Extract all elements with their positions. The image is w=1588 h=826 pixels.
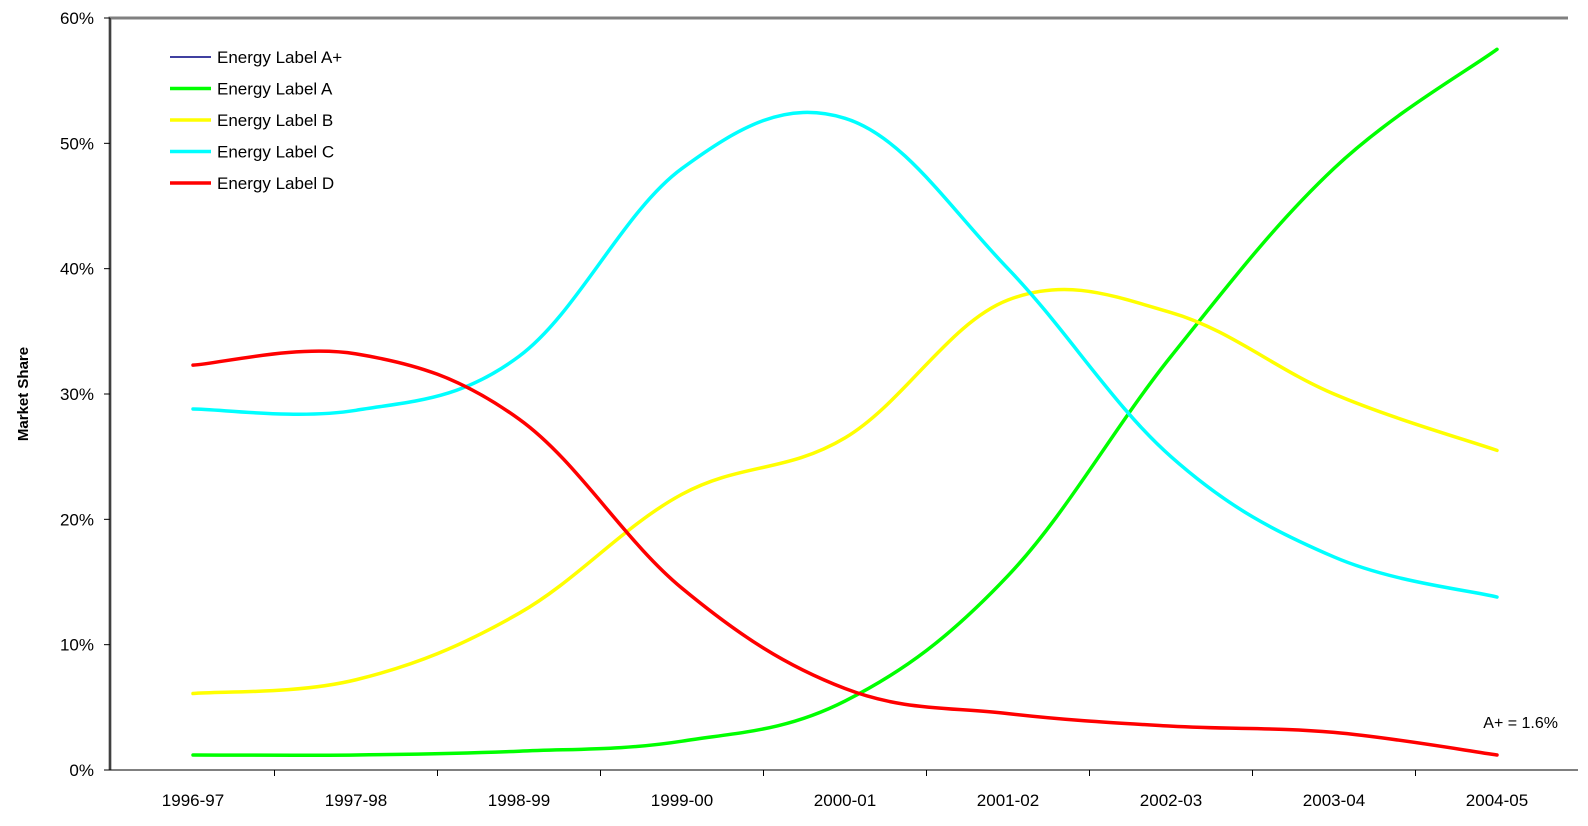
- y-axis-ticks: 0% 10% 20% 30% 40% 50% 60%: [60, 9, 110, 780]
- x-tick-label: 1998-99: [488, 791, 550, 810]
- x-tick-label: 2004-05: [1466, 791, 1528, 810]
- plot-frame-top-left: [108, 16, 1568, 770]
- legend-label: Energy Label A+: [217, 48, 342, 67]
- x-tick-label: 1997-98: [325, 791, 387, 810]
- annotation-a-plus-share: A+ = 1.6%: [1483, 715, 1558, 732]
- y-axis-title: Market Share: [15, 347, 32, 441]
- series-line-energy-label-a: [191, 47, 1499, 758]
- x-tick-label: 1996-97: [162, 791, 224, 810]
- x-tick-label: 2002-03: [1140, 791, 1202, 810]
- series-line-energy-label-b: [191, 287, 1499, 696]
- legend-label: Energy Label C: [217, 143, 334, 162]
- plot-area-frame: [108, 16, 1578, 771]
- legend-label: Energy Label D: [217, 174, 334, 193]
- x-tick-label: 2000-01: [814, 791, 876, 810]
- x-axis-ticks: 1996-97 1997-98 1998-99 1999-00 2000-01 2001-…: [162, 770, 1528, 810]
- legend: Energy Label A+ Energy Label A Energy Labe…: [170, 48, 342, 193]
- y-tick-label: 40%: [60, 260, 94, 279]
- x-tick-label: 2001-02: [977, 791, 1039, 810]
- series-lines: [191, 47, 1499, 758]
- y-tick-label: 50%: [60, 134, 94, 153]
- y-tick-label: 0%: [69, 761, 94, 780]
- y-tick-label: 20%: [60, 510, 94, 529]
- legend-label: Energy Label B: [217, 111, 333, 130]
- series-line-energy-label-c: [191, 110, 1499, 599]
- x-tick-label: 2003-04: [1303, 791, 1365, 810]
- series-line-energy-label-d: [191, 349, 1499, 757]
- y-tick-label: 60%: [60, 9, 94, 28]
- y-tick-label: 10%: [60, 636, 94, 655]
- y-tick-label: 30%: [60, 385, 94, 404]
- legend-label: Energy Label A: [217, 80, 333, 99]
- x-tick-label: 1999-00: [651, 791, 713, 810]
